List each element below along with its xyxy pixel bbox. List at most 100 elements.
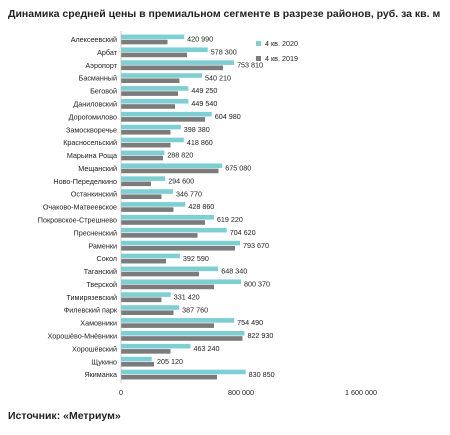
category-label: Тимирязевский [66, 293, 117, 302]
bar-2020 [121, 240, 241, 246]
bars [121, 34, 246, 380]
bar-2019 [121, 39, 168, 45]
bar-2020 [121, 73, 203, 78]
bar-2019 [121, 258, 166, 264]
category-label: Раменки [88, 241, 117, 250]
x-tick-label: 800 000 [228, 388, 254, 397]
category-label: Покровское-Стрешнево [38, 215, 117, 224]
data-label: 294 600 [168, 176, 194, 185]
bar-2020 [121, 86, 189, 91]
category-label: Таганский [84, 267, 117, 276]
data-label: 619 220 [217, 215, 243, 224]
data-label: 754 490 [237, 318, 263, 327]
bar-2019 [121, 284, 214, 290]
bar-2019 [121, 194, 162, 200]
bar-2020 [121, 47, 208, 53]
category-label: Хорошёво-Мнёвники [47, 331, 117, 340]
bar-2019 [121, 220, 205, 225]
bar-2019 [121, 129, 171, 135]
data-label: 428 860 [188, 202, 214, 211]
source-note: Источник: «Метриум» [8, 410, 121, 422]
category-label: Тверской [86, 280, 117, 289]
bar-2020 [121, 150, 165, 156]
legend: 4 кв. 2020 4 кв. 2019 [256, 39, 298, 63]
bar-2020 [121, 60, 235, 65]
bar-2019 [121, 310, 174, 316]
data-label: 392 590 [183, 254, 209, 263]
bar-2019 [121, 104, 175, 109]
bar-2019 [121, 349, 171, 354]
category-label: Марьина Роща [67, 151, 117, 160]
bar-2020 [121, 266, 219, 272]
category-label: Дорогомилово [69, 112, 117, 121]
category-label: Очаково-Матвеевское [43, 203, 117, 212]
data-label: 398 380 [184, 125, 210, 134]
x-tick-label: 0 [119, 388, 123, 397]
category-label: Беговой [90, 87, 117, 96]
bar-2020 [121, 124, 181, 130]
bar-2020 [121, 111, 212, 117]
bar-2019 [121, 65, 223, 71]
bar-2020 [121, 343, 191, 349]
category-label: Сокол [97, 254, 117, 263]
bar-2019 [121, 168, 219, 174]
category-label: Ново-Переделкино [53, 177, 117, 186]
category-label: Замоскворечье [66, 125, 117, 134]
bar-2019 [121, 245, 235, 251]
bar-2019 [121, 142, 171, 148]
legend-swatch [256, 41, 261, 46]
data-label: 463 240 [193, 344, 219, 353]
bar-2019 [121, 91, 178, 96]
category-label: Филевский парк [64, 306, 118, 315]
data-label: 418 860 [187, 138, 213, 147]
x-axis: 0 800 000 1 600 000 [119, 31, 377, 397]
category-label: Хамовники [80, 319, 117, 328]
bar-2019 [121, 336, 243, 341]
bar-2020 [121, 34, 185, 40]
data-label: 604 980 [215, 112, 241, 121]
legend-swatch [256, 56, 261, 61]
data-label: 800 370 [244, 280, 270, 289]
bar-2019 [121, 233, 198, 238]
bar-2019 [121, 374, 217, 380]
data-label: 449 250 [191, 86, 217, 95]
bar-2020 [121, 189, 174, 194]
data-label: 704 620 [230, 228, 256, 237]
data-label: 449 540 [191, 99, 217, 108]
data-label: 205 120 [157, 357, 183, 366]
category-label: Щукино [91, 357, 117, 366]
data-label: 420 990 [187, 35, 213, 44]
bar-2019 [121, 117, 205, 122]
bar-2020 [121, 292, 171, 297]
data-label: 578 300 [211, 48, 237, 57]
bar-2020 [121, 202, 186, 207]
bar-2019 [121, 78, 180, 84]
category-label: Пресненский [74, 228, 117, 237]
bar-2020 [121, 318, 235, 323]
legend-label: 4 кв. 2019 [265, 54, 298, 63]
data-label: 331 420 [174, 292, 200, 301]
data-label: 822 930 [247, 331, 273, 340]
bar-2019 [121, 271, 199, 277]
legend-label: 4 кв. 2020 [265, 39, 298, 48]
data-label: 540 210 [205, 73, 231, 82]
bar-2019 [121, 323, 214, 328]
bar-2020 [121, 214, 214, 220]
bar-2020 [121, 305, 180, 310]
bar-2019 [121, 155, 163, 161]
category-label: Арбат [97, 48, 118, 57]
bar-2019 [121, 297, 162, 303]
category-label: Мещанский [78, 164, 117, 173]
category-label: Басманный [79, 74, 117, 83]
category-label: Алексеевский [71, 35, 117, 44]
data-label: 387 760 [182, 305, 208, 314]
bar-2020 [121, 227, 227, 233]
category-label: Якиманка [84, 370, 117, 379]
bar-2020 [121, 279, 242, 285]
bar-2020 [121, 356, 152, 362]
bar-2020 [121, 137, 184, 143]
category-label: Красносельский [63, 138, 117, 147]
data-label: 346 770 [176, 189, 202, 198]
